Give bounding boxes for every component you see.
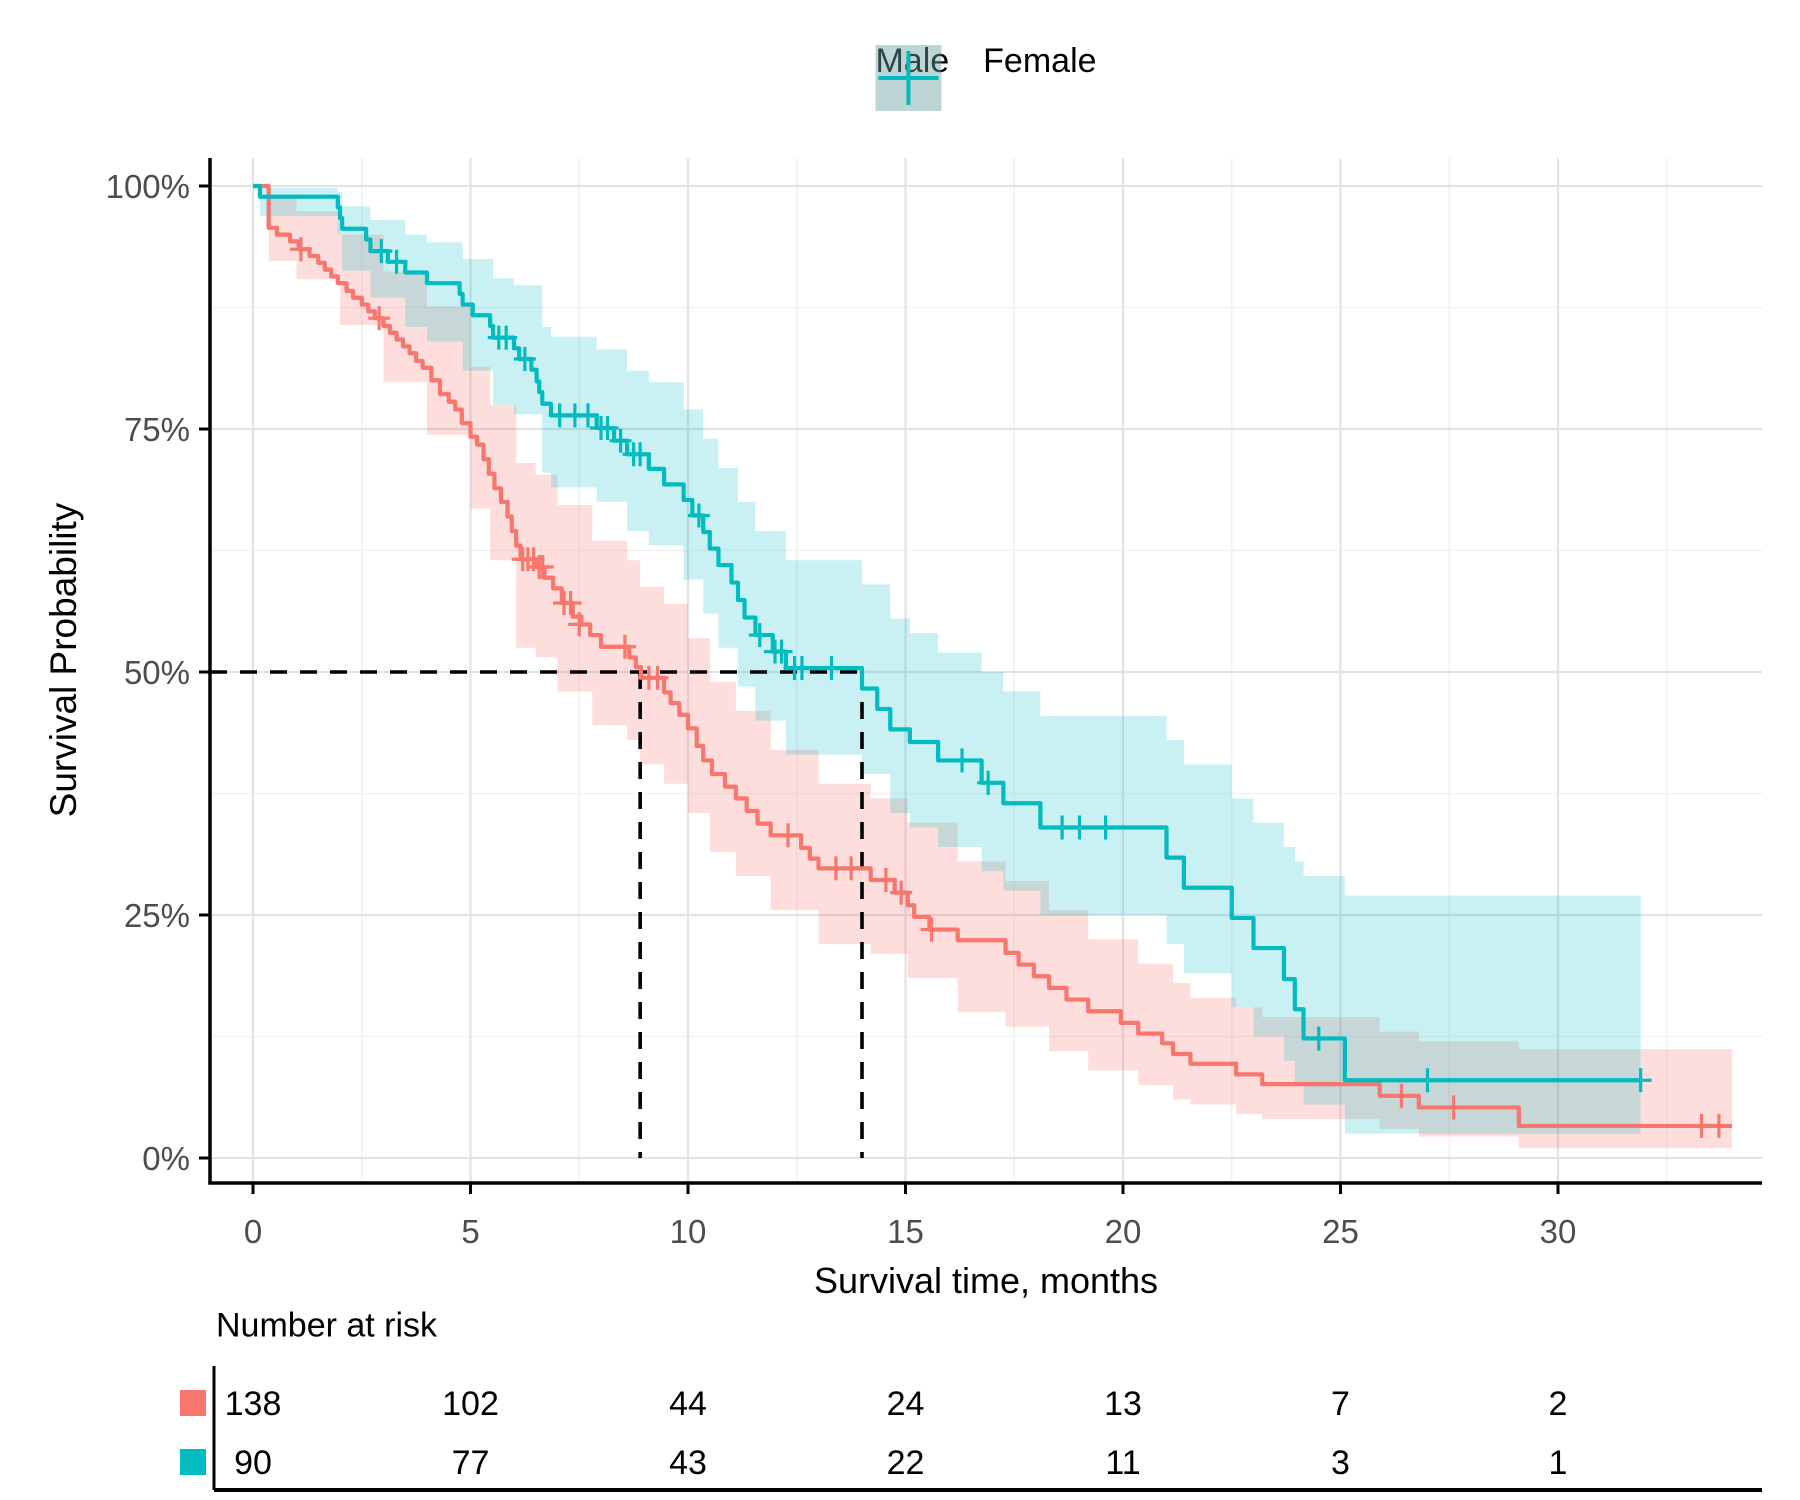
female-risk-row-marker [180,1449,206,1475]
male-censor-mark [646,665,669,690]
female-censor-mark [629,442,652,467]
legend-label-male: Male [875,42,950,80]
male-censor-mark [840,856,863,881]
y-tick-label: 75% [124,411,190,448]
female-censor-mark [1629,1068,1652,1093]
male-censor-mark [1442,1095,1465,1120]
female-censor-mark [609,428,632,453]
female-censor-mark [687,503,710,528]
male-censor-mark [1707,1113,1730,1138]
female-censor-mark [770,639,793,664]
male-censor-mark [920,917,943,942]
y-tick-label: 100% [106,168,190,205]
x-tick-label: 20 [1105,1213,1142,1250]
female-censor-mark [1094,815,1117,840]
male-confidence-band [253,186,1732,1149]
male-censor-mark [1390,1083,1413,1108]
female-censor-mark [513,347,536,372]
male-censor-mark [289,237,312,262]
female-censor-mark [495,325,518,350]
female-censor-mark [385,249,408,274]
y-tick-label: 50% [124,654,190,691]
female-censor-mark [1068,815,1091,840]
female-risk-count: 3 [1331,1444,1350,1482]
male-risk-row-marker [180,1390,206,1416]
female-censor-mark [951,748,974,773]
male-risk-count: 13 [1104,1385,1142,1423]
female-censor-mark [820,656,843,681]
male-risk-count: 138 [225,1385,282,1423]
female-censor-mark [790,656,813,681]
female-risk-count: 22 [887,1444,925,1482]
female-risk-count: 11 [1105,1444,1140,1482]
male-censor-mark [559,590,582,615]
female-risk-count: 77 [452,1444,490,1482]
male-risk-count: 24 [887,1385,925,1423]
female-censor-mark [576,403,599,428]
x-tick-label: 30 [1540,1213,1577,1250]
x-tick-label: 15 [887,1213,924,1250]
male-censor-mark [368,306,391,331]
female-censor-mark [977,770,1000,795]
female-censor-mark [1416,1068,1439,1093]
x-tick-label: 25 [1322,1213,1359,1250]
male-censor-mark [613,634,636,659]
female-censor-mark [370,239,393,264]
legend-label-female: Female [983,42,1097,80]
male-censor-mark [531,555,554,580]
male-risk-count: 44 [669,1385,707,1423]
female-censor-mark [748,623,771,648]
female-confidence-band [253,186,1641,1134]
male-risk-count: 7 [1331,1385,1350,1423]
y-axis-title: Survival Probability [43,502,84,818]
male-censor-mark [777,823,800,848]
male-censor-mark [890,880,913,905]
female-censor-key-icon [875,45,942,111]
female-risk-count: 1 [1549,1444,1568,1482]
male-risk-count: 2 [1549,1385,1568,1423]
legend: Male Female [875,42,1097,111]
x-axis-title: Survival time, months [813,1260,1159,1301]
female-censor-mark [596,416,619,441]
male-censor-mark [874,868,897,893]
x-tick-label: 0 [244,1213,262,1250]
x-tick-label: 5 [461,1213,479,1250]
legend-item-female: Female [875,42,1097,111]
male-risk-count: 102 [442,1385,499,1423]
x-tick-label: 10 [670,1213,707,1250]
female-censor-mark [1307,1026,1330,1051]
y-tick-label: 25% [124,897,190,934]
male-censor-mark [568,612,591,637]
y-tick-label: 0% [142,1140,190,1177]
female-risk-count: 90 [234,1444,272,1482]
number-at-risk-title: Number at risk [216,1306,438,1345]
female-survival-curve [253,183,1641,1083]
female-risk-count: 43 [669,1444,707,1482]
